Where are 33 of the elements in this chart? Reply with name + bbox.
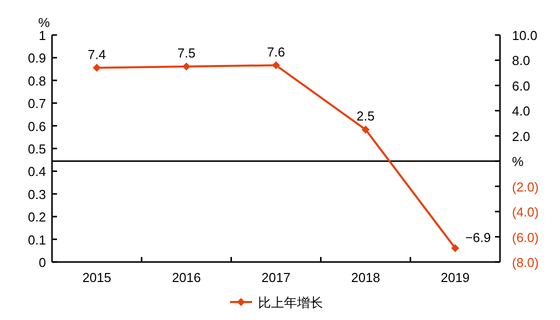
y-tick-label: 0 <box>38 255 46 270</box>
y2-tick-label: % <box>512 154 524 170</box>
y-tick-label: 1 <box>38 28 46 43</box>
y-tick-label: 0.5 <box>28 142 46 156</box>
y2-tick-label: 8.0 <box>512 53 530 68</box>
data-label: 2.5 <box>356 108 375 124</box>
x-tick-label: 2017 <box>262 270 290 285</box>
x-tick-label: 2015 <box>82 270 112 285</box>
y2-tick-label: (6.0) <box>512 230 539 245</box>
y-tick-label: 0.3 <box>28 186 46 202</box>
y-tick-label: 0.7 <box>28 96 46 112</box>
y-axis-title: % <box>38 15 50 30</box>
data-label: 7.6 <box>266 44 286 60</box>
y-tick-label: 0.6 <box>28 118 46 134</box>
x-tick-label: 2016 <box>172 270 201 285</box>
y2-tick-label: 4.0 <box>512 104 530 119</box>
y2-tick-label: (8.0) <box>512 255 539 270</box>
data-label: 7.5 <box>177 46 196 61</box>
data-label: −6.9 <box>465 230 491 246</box>
y-tick-label: 0.9 <box>28 50 46 66</box>
y2-tick-label: 6.0 <box>512 78 530 94</box>
data-label: 7.4 <box>88 46 106 62</box>
y-tick-label: 0.4 <box>28 164 46 180</box>
y-tick-label: 0.1 <box>28 232 46 248</box>
x-tick-label: 2018 <box>351 270 380 285</box>
y-tick-label: 0.8 <box>28 73 46 88</box>
y-tick-label: 0.2 <box>28 210 46 225</box>
y2-tick-label: (4.0) <box>512 204 539 220</box>
legend-label: 比上年增长 <box>258 295 323 310</box>
y2-tick-label: 2.0 <box>512 128 530 144</box>
y2-tick-label: (2.0) <box>512 179 539 194</box>
x-tick-label: 2019 <box>440 270 470 285</box>
y2-tick-label: 10.0 <box>512 28 538 43</box>
